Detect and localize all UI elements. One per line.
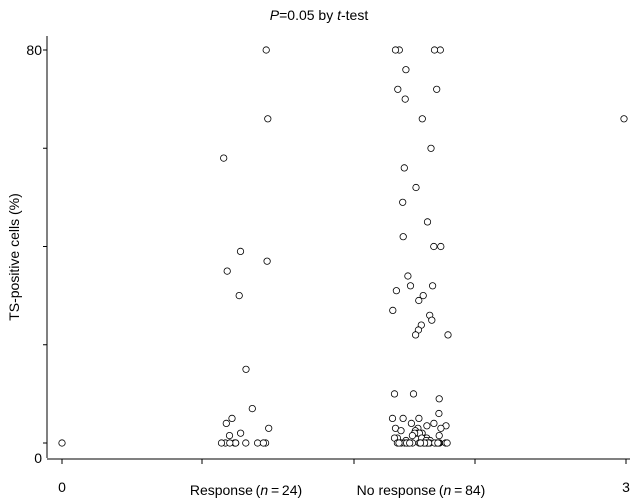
no-response-point: [397, 427, 405, 435]
title-middle: =0.05 by: [279, 7, 337, 23]
cat0-n: n: [260, 482, 268, 498]
no-response-point: [390, 390, 399, 398]
response-point: [235, 291, 243, 300]
extra-point: [58, 439, 66, 447]
response-point: [225, 431, 234, 440]
no-response-point: [419, 291, 427, 300]
no-response-point: [437, 424, 445, 432]
no-response-point: [392, 287, 400, 295]
response-point: [220, 154, 228, 162]
no-response-point: [423, 422, 431, 430]
no-response-point: [427, 144, 435, 152]
response-point: [264, 115, 272, 123]
no-response-point: [430, 242, 438, 251]
response-point: [242, 365, 250, 373]
response-point: [222, 419, 230, 427]
no-response-point: [389, 306, 397, 314]
y-tick-label: 80: [26, 42, 42, 58]
no-response-point: [406, 439, 414, 447]
no-response-point: [406, 282, 415, 290]
no-response-point: [388, 414, 397, 422]
y-ticks: 0 80: [26, 42, 47, 466]
no-response-point: [443, 439, 451, 447]
cat1-suffix: = 84): [451, 482, 485, 498]
no-response-point: [400, 164, 408, 172]
response-point: [236, 247, 245, 255]
no-response-point: [402, 66, 410, 74]
response-point: [248, 404, 256, 413]
category-label-response: Response (n = 24): [190, 482, 302, 498]
no-response-point: [407, 419, 415, 427]
title-p: P: [270, 7, 280, 23]
extra-point: [620, 115, 628, 123]
no-response-point: [428, 282, 437, 290]
title-suffix: -test: [341, 7, 368, 23]
no-response-point: [430, 419, 438, 427]
response-point: [217, 439, 226, 447]
no-response-point: [411, 331, 420, 339]
response-point: [226, 439, 234, 447]
cat0-prefix: Response (: [190, 482, 261, 498]
cat1-n: n: [444, 482, 452, 498]
y-tick-label: 0: [34, 450, 42, 466]
no-response-point: [408, 431, 416, 440]
response-point: [262, 46, 270, 54]
no-response-point: [404, 272, 412, 280]
cat1-prefix: No response (: [357, 482, 444, 498]
x-tick-label: 3: [622, 479, 630, 495]
title-t: t: [337, 7, 342, 23]
no-response-point: [433, 85, 441, 93]
no-response-point: [394, 85, 402, 93]
response-point: [223, 267, 231, 275]
no-response-point: [437, 242, 445, 251]
x-tick-label: 0: [58, 479, 66, 495]
no-response-point: [391, 46, 400, 54]
no-response-point: [401, 95, 409, 103]
no-response-point: [399, 414, 407, 422]
no-response-point: [444, 331, 452, 339]
category-label-no-response: No response (n = 84): [357, 482, 486, 498]
no-response-point: [435, 431, 443, 440]
response-point: [228, 414, 236, 422]
no-response-point: [434, 439, 442, 447]
no-response-point: [416, 439, 425, 447]
no-response-point: [415, 414, 423, 422]
response-point: [259, 439, 267, 447]
response-point: [242, 439, 250, 447]
no-response-point: [428, 316, 436, 324]
y-axis-label: TS-positive cells (%): [6, 193, 22, 321]
chart-title: P=0.05 by t-test: [270, 7, 369, 23]
no-response-point: [435, 395, 443, 403]
no-response-point: [409, 390, 418, 398]
no-response-point: [418, 115, 426, 123]
response-point: [263, 257, 271, 265]
no-response-point: [423, 218, 432, 226]
no-response-point: [415, 296, 423, 305]
data-points: [58, 46, 628, 447]
no-response-point: [399, 233, 407, 241]
response-point: [237, 429, 245, 437]
response-point: [265, 424, 273, 432]
no-response-point: [435, 409, 443, 418]
no-response-point: [430, 46, 439, 54]
cat0-suffix: = 24): [268, 482, 302, 498]
no-response-point: [399, 198, 407, 206]
no-response-point: [395, 439, 403, 447]
no-response-point: [412, 183, 420, 192]
